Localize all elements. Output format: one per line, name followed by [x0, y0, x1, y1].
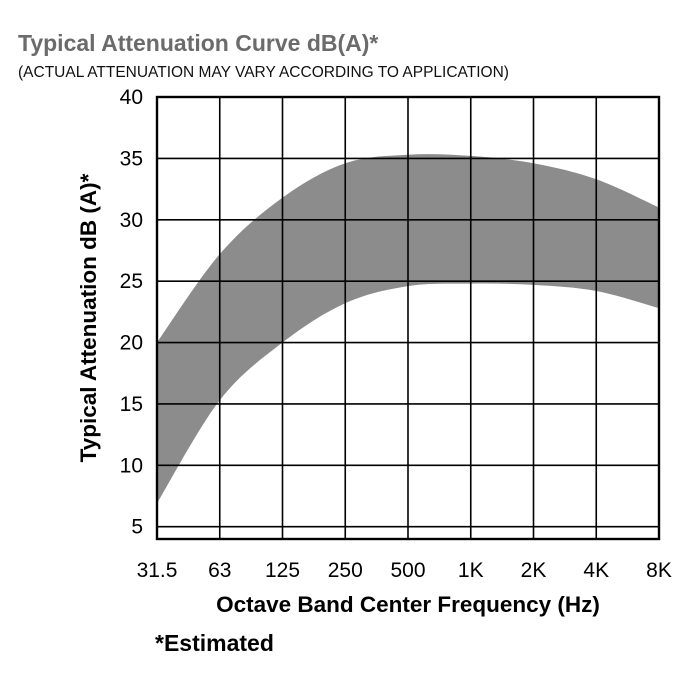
- chart-title: Typical Attenuation Curve dB(A)*: [18, 30, 379, 56]
- x-tick-label: 500: [390, 559, 425, 582]
- y-tick-label: 30: [120, 209, 143, 232]
- x-tick-label: 31.5: [137, 559, 178, 582]
- y-tick-label: 15: [120, 393, 143, 416]
- x-tick-label: 63: [208, 559, 231, 582]
- x-tick-label: 250: [328, 559, 363, 582]
- x-tick-label: 4K: [583, 559, 609, 582]
- y-axis-label: Typical Attenuation dB (A)*: [76, 173, 101, 462]
- footnote-estimated: *Estimated: [155, 630, 274, 656]
- x-axis-label: Octave Band Center Frequency (Hz): [216, 592, 600, 617]
- x-tick-label: 1K: [458, 559, 484, 582]
- y-tick-label: 5: [131, 516, 143, 539]
- y-tick-label: 10: [120, 454, 143, 477]
- y-tick-label: 20: [120, 332, 143, 355]
- x-tick-label: 2K: [521, 559, 547, 582]
- x-tick-label: 8K: [646, 559, 672, 582]
- chart-subtitle: (ACTUAL ATTENUATION MAY VARY ACCORDING T…: [18, 64, 509, 81]
- x-tick-label: 125: [265, 559, 300, 582]
- y-tick-label: 35: [120, 147, 143, 170]
- plot-frame: [155, 95, 661, 541]
- y-tick-label: 40: [120, 86, 143, 109]
- y-tick-label: 25: [120, 270, 143, 293]
